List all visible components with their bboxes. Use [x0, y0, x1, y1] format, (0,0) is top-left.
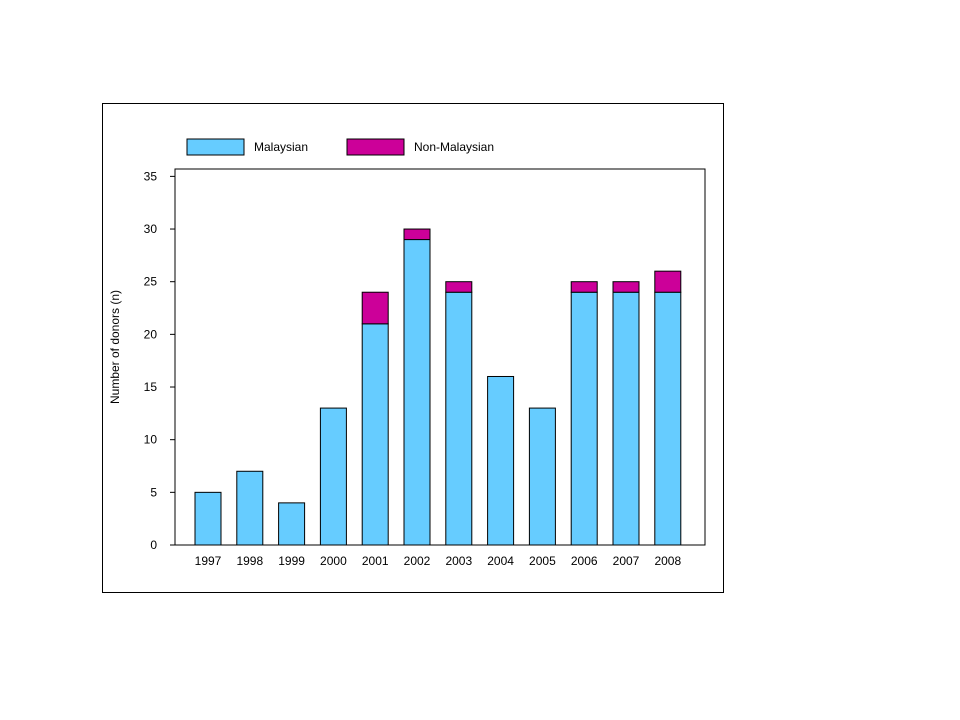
x-tick-label: 1998: [236, 554, 263, 568]
bar-non-malaysian-2008: [654, 270, 682, 293]
y-axis: 0 5 10 15 20 25 30 35: [144, 169, 175, 552]
bar-non-malaysian-2007: [612, 281, 640, 293]
bar-non-malaysian-2006: [570, 281, 598, 293]
bar-malaysian-1999: [278, 502, 306, 546]
y-tick-label: 5: [150, 485, 157, 499]
bar-malaysian-2000: [319, 407, 347, 546]
x-tick-label: 2000: [320, 554, 347, 568]
bar-malaysian-2006: [570, 291, 598, 546]
bar-non-malaysian-2002: [403, 228, 431, 241]
x-tick-label: 2006: [571, 554, 598, 568]
y-tick-label: 25: [144, 275, 158, 289]
bar-malaysian-2008: [654, 291, 682, 546]
y-tick-label: 35: [144, 169, 158, 183]
x-tick-label: 2008: [654, 554, 681, 568]
bar-non-malaysian-2003: [445, 281, 473, 293]
x-tick-label: 2007: [613, 554, 640, 568]
y-tick-label: 0: [150, 538, 157, 552]
x-tick-label: 2005: [529, 554, 556, 568]
bar-malaysian-2004: [487, 375, 515, 546]
x-tick-label: 2002: [404, 554, 431, 568]
bar-malaysian-2001: [361, 323, 389, 546]
bar-non-malaysian-2001: [361, 291, 389, 325]
y-axis-title: Number of donors (n): [108, 290, 122, 404]
legend-swatch-malaysian: [186, 138, 245, 156]
y-tick-label: 15: [144, 380, 158, 394]
bar-malaysian-2005: [528, 407, 556, 546]
bars: [194, 228, 682, 546]
x-tick-label: 2001: [362, 554, 389, 568]
y-tick-label: 10: [144, 433, 158, 447]
x-tick-label: 2004: [487, 554, 514, 568]
legend-label-non-malaysian: Non-Malaysian: [414, 140, 494, 154]
legend: Malaysian Non-Malaysian: [186, 138, 494, 156]
bar-malaysian-2002: [403, 239, 431, 546]
legend-swatch-non-malaysian: [346, 138, 405, 156]
x-axis: 1997 1998 1999 2000 2001 2002 2003 2004 2005 2006…: [195, 554, 682, 568]
bar-malaysian-2007: [612, 291, 640, 546]
x-tick-label: 1999: [278, 554, 305, 568]
legend-label-malaysian: Malaysian: [254, 140, 308, 154]
y-tick-label: 20: [144, 327, 158, 341]
y-tick-label: 30: [144, 222, 158, 236]
x-tick-label: 2003: [445, 554, 472, 568]
bar-malaysian-1997: [194, 491, 222, 546]
bar-malaysian-1998: [236, 470, 264, 546]
x-tick-label: 1997: [195, 554, 222, 568]
bar-malaysian-2003: [445, 291, 473, 546]
plot-area: [174, 168, 706, 546]
